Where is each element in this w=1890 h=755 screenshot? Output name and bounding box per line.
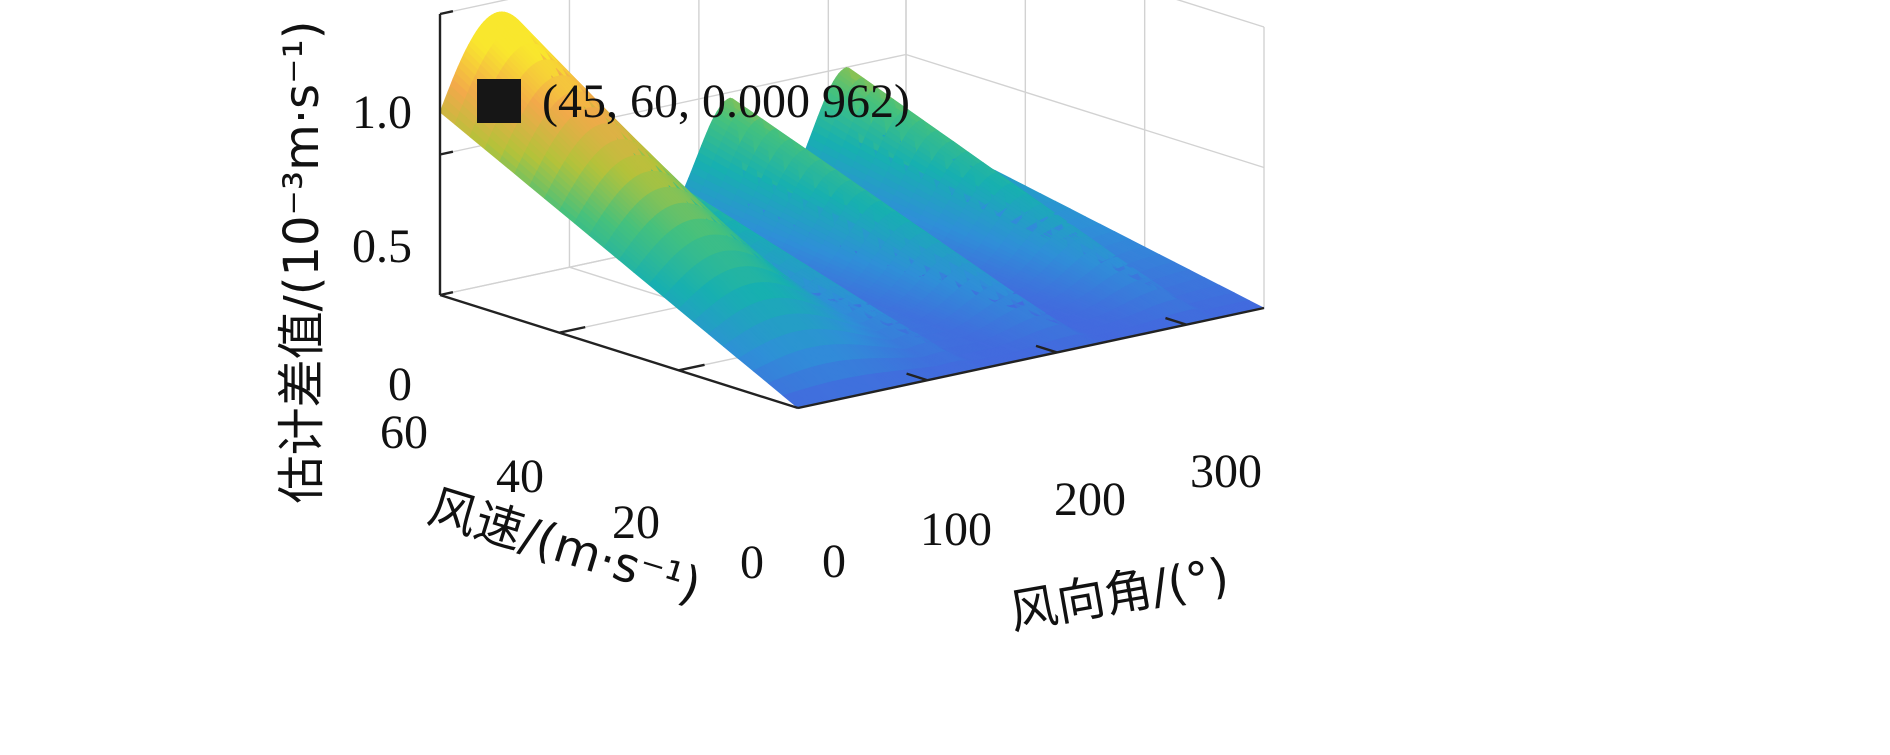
x-tick-label: 200 [1054, 473, 1126, 526]
surface-layer [439, 11, 1265, 409]
grid-line [905, 53, 1265, 169]
y-axis-label: 风速/(m·s⁻¹) [422, 479, 707, 615]
y-tick [678, 363, 705, 372]
z-tick-label: 1.0 [352, 86, 412, 139]
z-tick [439, 291, 454, 297]
z-axis-label: 估计差值/(10⁻³m·s⁻¹) [274, 21, 330, 504]
y-tick-label: 0 [740, 536, 764, 589]
z-tick-label: 0.5 [352, 220, 412, 273]
grid-line [1176, 0, 1265, 28]
x-axis-label: 风向角/(°) [1005, 547, 1233, 641]
x-tick-label: 100 [920, 503, 992, 556]
data-tip-label: (45, 60, 0.000 962) [542, 75, 910, 128]
y-tick-label: 40 [496, 450, 544, 503]
x-tick-label: 0 [822, 535, 846, 588]
x-tick-label: 300 [1190, 445, 1262, 498]
z-tick-labels: 0 0.5 1.0 [352, 86, 412, 411]
z-tick [439, 10, 454, 16]
y-tick-label: 60 [380, 406, 428, 459]
grid-line [439, 0, 509, 15]
y-tick [559, 325, 586, 334]
z-tick-label: 0 [388, 358, 412, 411]
data-tip-marker [477, 79, 521, 123]
z-tick [439, 150, 454, 156]
